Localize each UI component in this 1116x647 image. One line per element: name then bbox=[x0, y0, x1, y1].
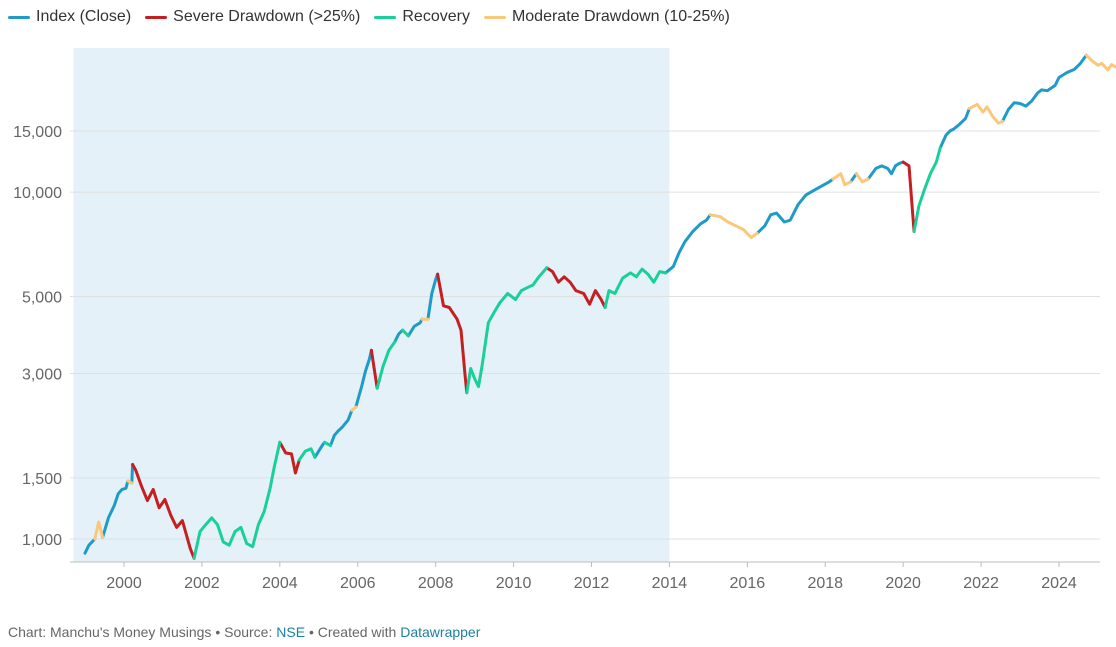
legend-swatch-moderate-drawdown bbox=[483, 15, 506, 19]
series-moderate-drawdown-10-25-segment-0 bbox=[93, 520, 105, 541]
legend-item-severe-drawdown[interactable]: Severe Drawdown (>25%) bbox=[145, 8, 360, 26]
legend-swatch-index-close bbox=[8, 15, 30, 19]
legend-label-severe-drawdown: Severe Drawdown (>25%) bbox=[173, 8, 361, 25]
series-index-close-segment-13 bbox=[938, 107, 971, 150]
y-tick-label-1500: 1,500 bbox=[22, 471, 62, 488]
y-axis-ticks: 1,000 1,500 3,000 5,000 10,000 15,000 bbox=[13, 124, 62, 549]
series-index-close-segment-12 bbox=[866, 160, 905, 181]
series-moderate-drawdown-10-25-segment-1 bbox=[126, 479, 134, 485]
series-moderate-drawdown-10-25 bbox=[93, 53, 1116, 541]
x-tick-label-2004: 2004 bbox=[262, 575, 298, 592]
series-index-close-segment-11 bbox=[849, 172, 858, 184]
series-severe-drawdown-25 bbox=[131, 160, 916, 560]
legend-item-moderate-drawdown[interactable]: Moderate Drawdown (10-25%) bbox=[483, 8, 730, 26]
x-tick-label-2000: 2000 bbox=[106, 575, 142, 592]
series-index-close-segment-2 bbox=[130, 463, 135, 485]
series-recovery-segment-4 bbox=[401, 328, 410, 338]
series-moderate-drawdown-10-25-segment-8 bbox=[1084, 53, 1116, 72]
series-recovery bbox=[192, 146, 942, 560]
footer-source-link[interactable]: NSE bbox=[276, 624, 306, 640]
series-moderate-drawdown-10-25-segment-2 bbox=[350, 405, 358, 412]
series-recovery-segment-5 bbox=[465, 266, 549, 395]
series-moderate-drawdown-10-25-segment-5 bbox=[831, 172, 853, 187]
series-recovery-segment-2 bbox=[323, 440, 332, 447]
legend-label-index-close: Index (Close) bbox=[36, 8, 132, 25]
series-recovery-segment-0 bbox=[192, 440, 282, 560]
series-index-close-segment-7 bbox=[406, 317, 424, 338]
series-index-close-segment-5 bbox=[354, 348, 373, 409]
x-tick-label-2006: 2006 bbox=[340, 575, 376, 592]
x-tick-label-2024: 2024 bbox=[1041, 575, 1077, 592]
series-recovery-segment-3 bbox=[375, 340, 397, 390]
series-index-close-segment-6 bbox=[393, 328, 405, 344]
series-moderate-drawdown-10-25-segment-4 bbox=[708, 213, 759, 239]
x-tick-label-2022: 2022 bbox=[963, 575, 999, 592]
series-index-close-segment-4 bbox=[329, 408, 354, 447]
legend: Index (Close) Severe Drawdown (>25%) Rec… bbox=[8, 5, 730, 29]
series-severe-drawdown-25-segment-2 bbox=[369, 348, 379, 390]
series-index-close bbox=[83, 53, 1088, 555]
y-tick-label-1000: 1,000 bbox=[22, 532, 62, 549]
legend-label-moderate-drawdown: Moderate Drawdown (10-25%) bbox=[511, 8, 730, 25]
series-severe-drawdown-25-segment-0 bbox=[131, 463, 196, 560]
y-tick-label-5000: 5,000 bbox=[22, 290, 62, 307]
x-tick-label-2016: 2016 bbox=[730, 575, 766, 592]
legend-label-recovery: Recovery bbox=[402, 8, 470, 25]
x-tick-label-2002: 2002 bbox=[184, 575, 220, 592]
y-tick-label-10000: 10,000 bbox=[13, 185, 62, 202]
series-recovery-segment-6 bbox=[603, 267, 667, 309]
series-index-close-segment-0 bbox=[83, 537, 97, 555]
gridlines-layer bbox=[70, 130, 1100, 540]
legend-swatch-recovery bbox=[374, 15, 397, 19]
series-severe-drawdown-25-segment-4 bbox=[545, 266, 607, 309]
series-moderate-drawdown-10-25-segment-6 bbox=[854, 172, 870, 184]
x-tick-label-2020: 2020 bbox=[885, 575, 921, 592]
series-index-close-segment-14 bbox=[1001, 53, 1088, 123]
footer-credit: Chart: Manchu's Money Musings • Source: bbox=[8, 624, 273, 640]
series-moderate-drawdown-10-25-segment-7 bbox=[967, 102, 1004, 125]
shaded-region-layer bbox=[73, 48, 670, 562]
series-recovery-segment-1 bbox=[297, 447, 317, 462]
series-recovery-segment-7 bbox=[912, 146, 942, 233]
series-severe-drawdown-25-segment-1 bbox=[278, 440, 301, 475]
x-tick-label-2012: 2012 bbox=[574, 575, 610, 592]
x-tick-label-2008: 2008 bbox=[418, 575, 454, 592]
legend-item-recovery[interactable]: Recovery bbox=[374, 8, 470, 26]
x-axis-ticks: 2000 2002 2004 2006 2008 2010 2012 2014 2016 2018… bbox=[70, 561, 1100, 592]
legend-item-index-close[interactable]: Index (Close) bbox=[8, 8, 131, 26]
series-index-close-segment-10 bbox=[755, 177, 835, 235]
footer-created-with: • Created with bbox=[308, 624, 397, 640]
shaded-region bbox=[73, 48, 670, 562]
series-severe-drawdown-25-segment-5 bbox=[901, 160, 916, 233]
x-tick-label-2018: 2018 bbox=[807, 575, 843, 592]
y-tick-label-15000: 15,000 bbox=[13, 124, 62, 141]
series-severe-drawdown-25-segment-3 bbox=[436, 272, 469, 395]
footer-tool-link[interactable]: Datawrapper bbox=[400, 624, 481, 640]
x-tick-label-2014: 2014 bbox=[652, 575, 688, 592]
series-index-close-segment-1 bbox=[101, 479, 130, 539]
series-layer bbox=[83, 53, 1116, 560]
x-tick-label-2010: 2010 bbox=[496, 575, 532, 592]
legend-swatch-severe-drawdown bbox=[145, 15, 168, 19]
series-index-close-segment-9 bbox=[664, 213, 712, 275]
chart-footer: Chart: Manchu's Money Musings • Source: … bbox=[8, 624, 480, 640]
y-tick-label-3000: 3,000 bbox=[22, 366, 62, 383]
